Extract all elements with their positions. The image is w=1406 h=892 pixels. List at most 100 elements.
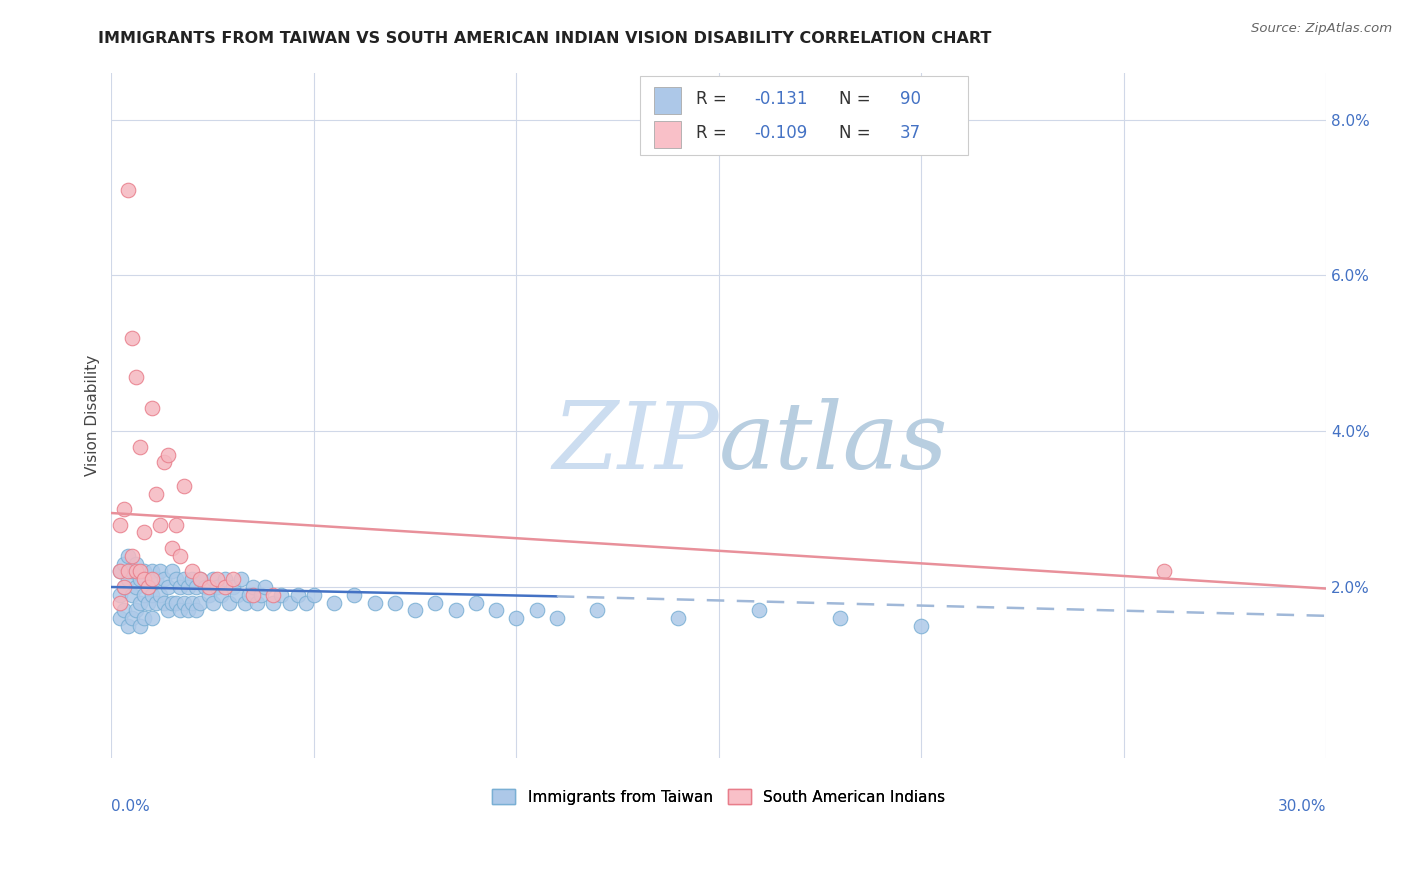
Point xyxy=(117,572,139,586)
Point xyxy=(157,448,180,462)
Point xyxy=(128,596,150,610)
Text: IMMIGRANTS FROM TAIWAN VS SOUTH AMERICAN INDIAN VISION DISABILITY CORRELATION CH: IMMIGRANTS FROM TAIWAN VS SOUTH AMERICAN… xyxy=(98,31,991,46)
Point xyxy=(270,588,292,602)
Point xyxy=(149,588,172,602)
Point xyxy=(242,588,264,602)
Y-axis label: Vision Disability: Vision Disability xyxy=(86,355,100,476)
Point xyxy=(121,611,143,625)
Point xyxy=(112,603,135,617)
Point xyxy=(141,565,163,579)
Point xyxy=(121,549,143,563)
Point xyxy=(363,596,385,610)
Text: N =: N = xyxy=(839,124,876,143)
Point xyxy=(112,557,135,571)
Point xyxy=(117,183,139,197)
Point xyxy=(173,572,195,586)
Point xyxy=(384,596,406,610)
Point xyxy=(190,596,212,610)
Point xyxy=(112,580,135,594)
Point xyxy=(205,572,228,586)
Point xyxy=(197,588,219,602)
Text: N =: N = xyxy=(839,90,876,108)
Point xyxy=(112,502,135,516)
Point xyxy=(132,525,155,540)
Point xyxy=(112,580,135,594)
Point xyxy=(181,596,204,610)
Point xyxy=(666,611,689,625)
Text: 90: 90 xyxy=(900,90,921,108)
Point xyxy=(160,565,183,579)
Point xyxy=(149,517,172,532)
Point xyxy=(404,603,426,617)
Point xyxy=(186,603,208,617)
Point xyxy=(343,588,366,602)
Text: 0.0%: 0.0% xyxy=(111,799,150,814)
Point xyxy=(145,486,167,500)
Point xyxy=(141,611,163,625)
Point xyxy=(128,572,150,586)
Point xyxy=(262,596,284,610)
Point xyxy=(254,580,277,594)
Point xyxy=(121,588,143,602)
Point xyxy=(214,580,236,594)
Point xyxy=(586,603,609,617)
Text: R =: R = xyxy=(696,124,731,143)
FancyBboxPatch shape xyxy=(654,87,681,114)
Point xyxy=(157,580,180,594)
Point xyxy=(128,619,150,633)
Point xyxy=(186,580,208,594)
Point xyxy=(149,565,172,579)
Point xyxy=(136,580,159,594)
Text: ZIP: ZIP xyxy=(553,398,718,488)
Point xyxy=(238,588,260,602)
Point xyxy=(464,596,486,610)
Point xyxy=(190,572,212,586)
Point xyxy=(160,596,183,610)
Point xyxy=(108,565,131,579)
Point xyxy=(205,580,228,594)
Point xyxy=(136,596,159,610)
Point xyxy=(201,596,224,610)
Point xyxy=(169,549,191,563)
Point xyxy=(160,541,183,555)
Point xyxy=(250,588,273,602)
Point xyxy=(246,596,269,610)
Point xyxy=(229,572,252,586)
Point xyxy=(165,596,187,610)
Text: -0.131: -0.131 xyxy=(754,90,807,108)
Point xyxy=(294,596,316,610)
Text: atlas: atlas xyxy=(718,398,948,488)
Point xyxy=(136,580,159,594)
Point xyxy=(214,572,236,586)
Point xyxy=(526,603,548,617)
Point xyxy=(425,596,447,610)
Point xyxy=(190,572,212,586)
Point xyxy=(141,588,163,602)
Point xyxy=(181,572,204,586)
Point xyxy=(173,479,195,493)
Point xyxy=(278,596,301,610)
Point xyxy=(209,588,232,602)
Point xyxy=(153,596,176,610)
Point xyxy=(169,603,191,617)
Point xyxy=(218,596,240,610)
Point xyxy=(132,588,155,602)
Point xyxy=(181,565,204,579)
Point xyxy=(262,588,284,602)
Point xyxy=(117,549,139,563)
Point xyxy=(141,572,163,586)
Point xyxy=(169,580,191,594)
Point xyxy=(485,603,508,617)
Point xyxy=(177,580,200,594)
Point xyxy=(125,369,148,384)
Point xyxy=(125,580,148,594)
Point xyxy=(177,603,200,617)
Point xyxy=(153,572,176,586)
Point xyxy=(201,572,224,586)
Point xyxy=(108,565,131,579)
Point xyxy=(226,588,249,602)
Point xyxy=(132,565,155,579)
Text: 30.0%: 30.0% xyxy=(1278,799,1326,814)
Legend: Immigrants from Taiwan, South American Indians: Immigrants from Taiwan, South American I… xyxy=(485,781,953,813)
Point xyxy=(444,603,467,617)
